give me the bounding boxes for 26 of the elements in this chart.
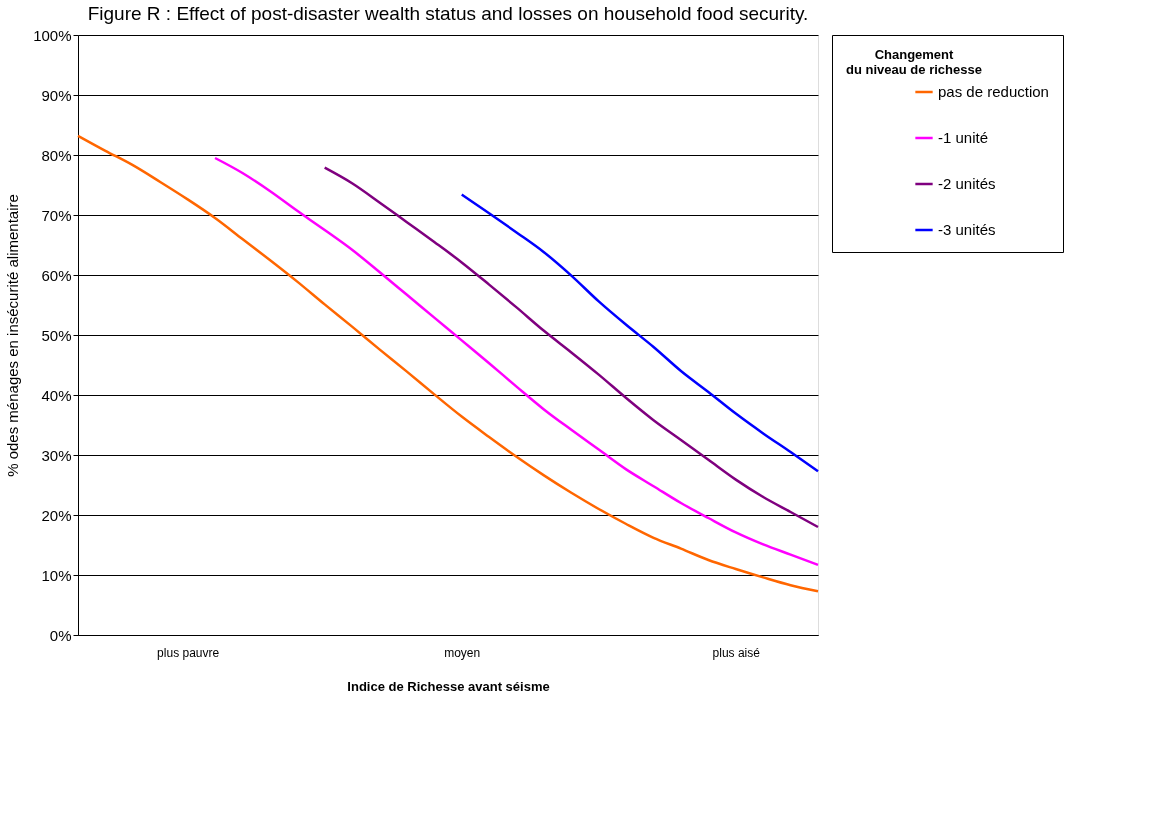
y-tick-label: 40%	[41, 386, 72, 404]
legend-label: -1 unité	[938, 129, 989, 146]
legend-label: pas de reduction	[938, 83, 1049, 100]
y-tick-label: 10%	[41, 566, 72, 584]
y-tick-label: 90%	[41, 86, 72, 104]
chart-title: Figure R : Effect of post-disaster wealth status and losses on household food security.	[87, 3, 809, 24]
y-tick-label: 80%	[41, 146, 72, 164]
x-axis-title: Indice de Richesse avant séisme	[347, 678, 550, 694]
x-tick-label: plus pauvre	[157, 645, 220, 660]
line-series	[460, 193, 820, 473]
line-series	[76, 134, 820, 593]
legend-label: -3 unités	[938, 221, 996, 238]
x-tick-label: plus aisé	[712, 645, 761, 660]
line-series	[323, 166, 820, 529]
y-tick-label: 50%	[41, 326, 72, 344]
y-tick-label: 70%	[41, 206, 72, 224]
y-tick-label: 30%	[41, 446, 72, 464]
y-axis-title: % odes ménages en insécurité alimentaire	[4, 194, 22, 477]
y-tick-label: 100%	[33, 26, 72, 44]
line-series	[213, 156, 820, 567]
y-tick-label: 20%	[41, 506, 72, 524]
y-tick-label: 0%	[49, 626, 72, 644]
legend-label: -2 unités	[938, 175, 996, 192]
y-tick-label: 60%	[41, 266, 72, 284]
legend-title: Changement du niveau de richesse	[846, 47, 982, 77]
x-tick-label: moyen	[444, 645, 481, 660]
